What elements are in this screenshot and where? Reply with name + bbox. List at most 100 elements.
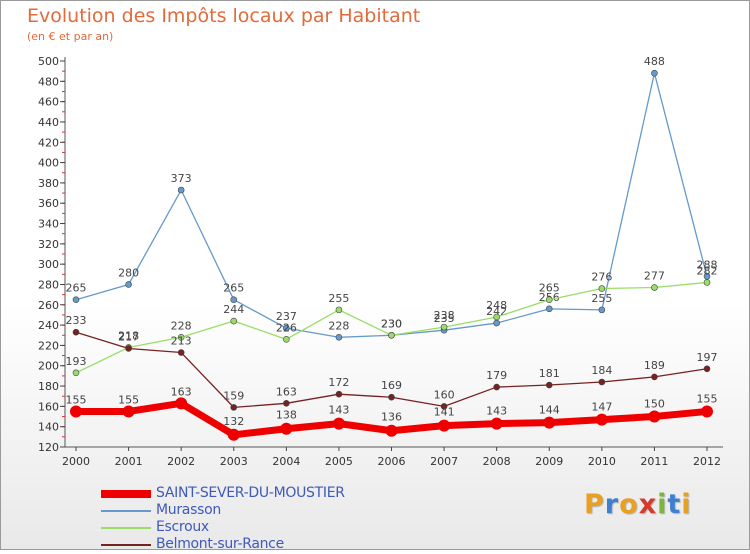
chart-title: Evolution des Impôts locaux par Habitant xyxy=(27,5,421,27)
data-label: 150 xyxy=(644,398,665,411)
data-label: 184 xyxy=(591,364,612,377)
data-point xyxy=(598,306,606,314)
data-point xyxy=(283,324,290,332)
data-label: 226 xyxy=(276,321,297,334)
legend-swatch xyxy=(101,527,151,529)
y-tick-label: 200 xyxy=(38,360,59,373)
data-point xyxy=(177,186,185,194)
data-point xyxy=(438,419,451,432)
data-point xyxy=(703,365,711,373)
x-tick-label: 2011 xyxy=(640,455,668,468)
data-point xyxy=(125,281,132,288)
data-label: 147 xyxy=(591,401,612,414)
x-tick-label: 2004 xyxy=(272,455,300,468)
data-point xyxy=(177,349,185,356)
data-label: 280 xyxy=(118,266,139,279)
logo-letter: i xyxy=(657,489,668,520)
data-point xyxy=(335,333,343,341)
data-point xyxy=(388,393,395,401)
data-point xyxy=(388,331,395,339)
logo-letter: i xyxy=(681,489,692,520)
data-label: 193 xyxy=(66,355,87,368)
logo-letter: r xyxy=(604,489,620,520)
y-tick-label: 420 xyxy=(38,136,59,149)
data-label: 233 xyxy=(66,314,87,327)
data-point xyxy=(543,416,556,429)
data-label: 163 xyxy=(171,385,192,398)
data-label: 169 xyxy=(381,379,402,392)
x-tick-label: 2002 xyxy=(167,455,195,468)
y-tick-label: 220 xyxy=(38,339,59,352)
y-tick-label: 120 xyxy=(38,441,59,454)
data-label: 155 xyxy=(66,393,87,406)
data-label: 373 xyxy=(171,172,192,185)
data-point xyxy=(230,296,238,304)
legend-label: Escroux xyxy=(156,519,209,535)
chart-subtitle: (en € et par an) xyxy=(27,30,114,43)
data-label: 217 xyxy=(118,330,139,343)
x-tick-label: 2003 xyxy=(220,455,248,468)
data-label: 282 xyxy=(697,264,718,277)
data-point xyxy=(651,284,658,291)
x-tick-label: 2006 xyxy=(378,455,406,468)
y-tick-label: 140 xyxy=(38,421,59,434)
data-point xyxy=(72,296,80,304)
data-point xyxy=(335,306,343,314)
logo-letter: t xyxy=(667,489,682,520)
data-point xyxy=(648,410,661,423)
data-label: 230 xyxy=(381,317,402,330)
y-tick-label: 300 xyxy=(38,258,59,271)
legend-label: Murasson xyxy=(156,502,221,518)
x-tick-label: 2005 xyxy=(325,455,353,468)
x-tick-label: 2007 xyxy=(430,455,458,468)
data-label: 248 xyxy=(486,299,507,312)
data-point xyxy=(493,313,500,321)
data-label: 189 xyxy=(644,359,665,372)
legend-swatch xyxy=(101,544,151,546)
data-label: 155 xyxy=(118,393,139,406)
series-line-1 xyxy=(75,72,708,338)
y-tick-label: 400 xyxy=(38,157,59,170)
data-point xyxy=(493,319,500,327)
legend-label: SAINT-SEVER-DU-MOUSTIER xyxy=(156,485,345,501)
data-point xyxy=(493,383,500,391)
data-point xyxy=(598,285,606,292)
data-label: 163 xyxy=(276,385,297,398)
data-point xyxy=(122,405,135,418)
y-tick-label: 440 xyxy=(38,116,59,129)
data-point xyxy=(177,333,185,341)
y-tick-label: 260 xyxy=(38,299,59,312)
data-point xyxy=(701,405,713,418)
data-label: 265 xyxy=(223,282,244,295)
legend-swatch xyxy=(101,510,151,512)
data-label: 197 xyxy=(697,351,718,364)
proxiti-logo: Proxiti xyxy=(584,489,692,520)
data-label: 265 xyxy=(66,282,87,295)
data-label: 235 xyxy=(434,312,455,325)
data-label: 228 xyxy=(328,319,349,332)
data-label: 172 xyxy=(328,376,349,389)
legend-label: Belmont-sur-Rance xyxy=(156,536,284,552)
data-label: 255 xyxy=(591,292,612,305)
data-point xyxy=(651,69,658,77)
data-label: 265 xyxy=(539,282,560,295)
data-label: 230 xyxy=(381,317,402,330)
logo-letter: P xyxy=(584,489,605,520)
data-label: 143 xyxy=(328,404,349,417)
data-label: 244 xyxy=(223,303,244,316)
y-tick-label: 500 xyxy=(38,55,59,68)
data-point xyxy=(385,424,398,437)
x-tick-label: 2000 xyxy=(62,455,90,468)
x-tick-label: 2012 xyxy=(693,455,721,468)
y-tick-label: 460 xyxy=(38,96,59,109)
data-point xyxy=(283,400,290,407)
data-label: 144 xyxy=(539,404,560,417)
data-point xyxy=(70,405,82,418)
data-label: 160 xyxy=(434,388,455,401)
data-point xyxy=(651,373,658,381)
data-point xyxy=(703,279,711,286)
data-point xyxy=(230,404,238,411)
data-label: 143 xyxy=(486,405,507,418)
data-label: 138 xyxy=(276,409,297,422)
